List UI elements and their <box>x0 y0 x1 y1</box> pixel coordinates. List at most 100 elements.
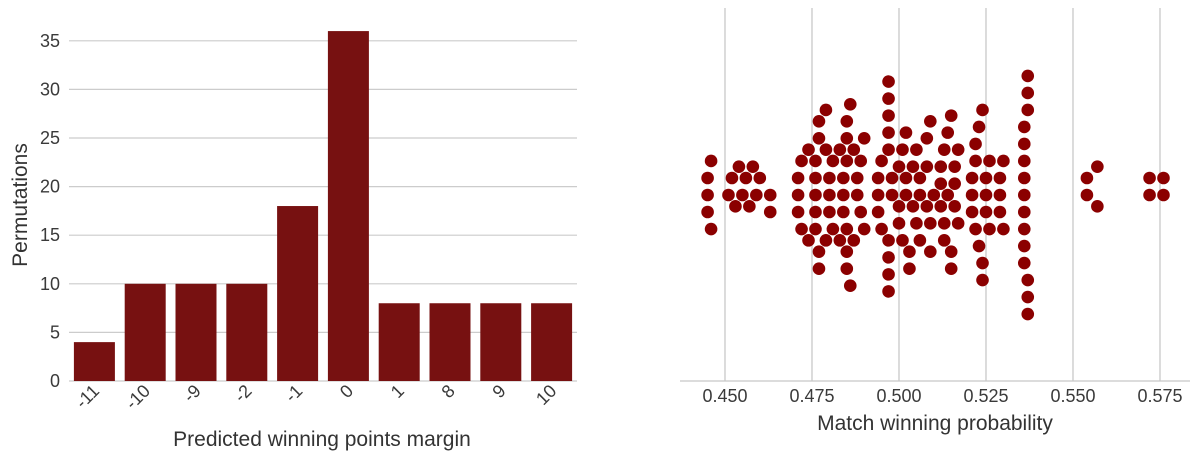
swarm-point <box>791 171 805 185</box>
swarm-point <box>1091 200 1104 213</box>
bar-1 <box>378 303 420 381</box>
swarm-point <box>951 217 965 230</box>
swarm-point <box>809 154 822 168</box>
swarm-point <box>812 262 826 276</box>
swarm-point <box>826 222 840 236</box>
bar-8 <box>429 303 471 381</box>
swarm-point <box>969 137 982 151</box>
swarm-x-tick-label: 0.550 <box>1050 386 1095 406</box>
swarm-points <box>701 69 1170 321</box>
swarm-point <box>704 222 718 236</box>
swarm-point <box>850 188 864 202</box>
bar--11 <box>73 342 115 381</box>
bar--1 <box>277 206 319 381</box>
swarm-point <box>896 234 909 247</box>
swarm-point <box>819 103 833 117</box>
swarm-point <box>843 97 857 111</box>
swarm-point <box>941 126 955 139</box>
swarm-point <box>885 171 899 185</box>
swarm-point <box>896 143 909 156</box>
swarm-point <box>882 143 895 156</box>
swarm-point <box>948 177 961 190</box>
swarm-point <box>840 222 854 236</box>
swarm-point <box>732 160 746 173</box>
swarm-point <box>979 205 993 219</box>
bar-x-tick-label: 8 <box>438 381 459 402</box>
swarm-point <box>920 200 934 213</box>
swarm-point <box>802 143 815 156</box>
swarm-point <box>875 154 888 168</box>
swarm-point <box>871 188 885 202</box>
bar--10 <box>124 283 166 381</box>
swarm-point <box>882 285 895 298</box>
swarm-point <box>913 188 927 202</box>
swarm-point <box>847 234 861 247</box>
swarm-point <box>1021 273 1035 287</box>
swarm-point <box>882 268 895 281</box>
swarm-point <box>972 120 986 134</box>
bar-x-tick-label: -2 <box>230 381 255 406</box>
swarm-x-tick-label: 0.450 <box>702 386 747 406</box>
swarm-point <box>892 217 906 230</box>
swarm-point <box>882 251 895 264</box>
swarm-point <box>850 171 864 185</box>
bar-y-tick-label: 0 <box>50 371 60 391</box>
swarm-point <box>823 205 836 219</box>
swarm-point <box>763 205 777 219</box>
swarm-point <box>854 205 868 219</box>
swarm-point <box>951 143 965 156</box>
bar-0 <box>327 31 369 382</box>
swarm-point <box>812 132 826 145</box>
bar-y-tick-labels: 0 5 10 15 20 25 30 35 <box>40 31 60 391</box>
swarm-point <box>812 114 826 128</box>
bar-y-axis-label: Permutations <box>9 143 32 267</box>
swarm-point <box>843 279 857 293</box>
swarm-point <box>795 154 808 168</box>
swarm-point <box>854 154 868 168</box>
swarm-x-tick-labels: 0.450 0.475 0.500 0.525 0.550 0.575 <box>702 386 1182 406</box>
swarm-point <box>791 188 805 202</box>
swarm-point <box>885 188 899 202</box>
bar-x-tick-label: -11 <box>72 381 104 413</box>
swarm-point <box>1017 154 1031 168</box>
swarm-point <box>819 143 833 156</box>
bar--2 <box>226 283 268 381</box>
swarm-point <box>826 154 840 168</box>
swarm-point <box>812 245 826 258</box>
bar-y-tick-label: 25 <box>40 128 60 148</box>
bar-x-axis-label: Predicted winning points margin <box>173 428 471 451</box>
swarm-point <box>920 132 934 145</box>
bar-x-tick-label: 9 <box>488 381 509 402</box>
swarm-point <box>833 234 847 247</box>
bar-y-tick-label: 10 <box>40 274 60 294</box>
swarm-point <box>809 171 822 185</box>
swarm-point <box>924 245 937 258</box>
swarm-point <box>791 205 805 219</box>
swarm-point <box>972 239 986 253</box>
swarm-point <box>920 160 934 173</box>
swarm-point <box>910 217 923 230</box>
bar--9 <box>175 283 217 381</box>
swarm-point <box>927 188 941 202</box>
swarm-point <box>924 217 937 230</box>
swarm-point <box>934 177 948 190</box>
bar-x-tick-label: 10 <box>532 381 560 409</box>
swarm-point <box>882 75 895 88</box>
swarm-point <box>809 205 822 219</box>
swarm-point <box>976 273 989 287</box>
swarm-point <box>1080 188 1094 202</box>
bar-10 <box>531 303 573 381</box>
swarm-point <box>899 126 913 139</box>
bar-x-tick-label: -9 <box>179 381 204 406</box>
swarm-point <box>1017 256 1031 270</box>
bar-y-tick-label: 20 <box>40 177 60 197</box>
swarm-point <box>823 171 836 185</box>
swarm-point <box>1017 239 1031 253</box>
swarm-point <box>725 171 739 185</box>
swarm-point <box>1080 171 1094 185</box>
bar-x-tick-label: 0 <box>336 381 357 402</box>
bar-9 <box>480 303 522 381</box>
swarm-point <box>944 245 958 258</box>
